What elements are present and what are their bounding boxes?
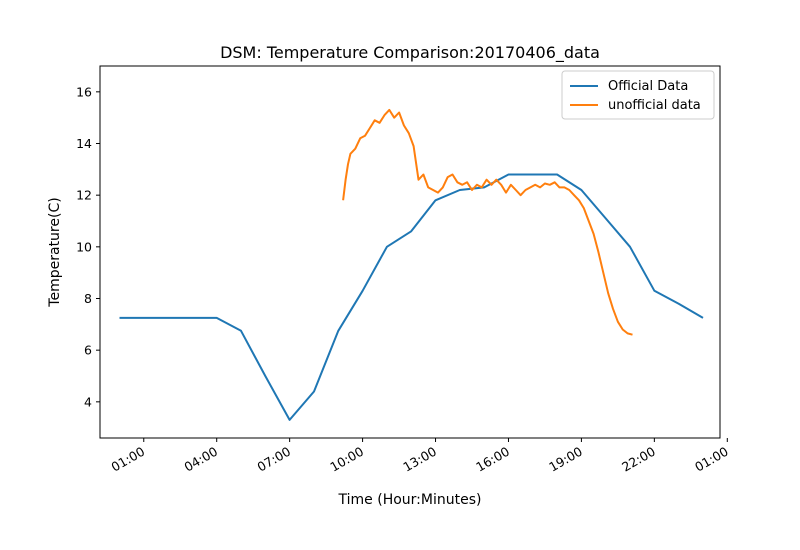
y-tick-label: 16 [76, 84, 92, 99]
chart-title: DSM: Temperature Comparison:20170406_dat… [220, 43, 600, 63]
legend-label-unofficial: unofficial data [608, 98, 701, 113]
y-tick-label: 6 [84, 343, 92, 358]
series-line-official [119, 173, 704, 421]
x-tick-label: 13:00 [400, 444, 439, 475]
x-tick-label: 07:00 [254, 444, 293, 475]
y-tick-label: 12 [76, 188, 92, 203]
plot-frame [99, 65, 721, 439]
legend-box [561, 70, 715, 120]
y-axis: 4 6 8 10 12 14 16 [76, 84, 100, 409]
x-tick-label: 10:00 [327, 444, 366, 475]
x-axis-label: Time (Hour:Minutes) [338, 492, 482, 508]
y-tick-label: 4 [84, 394, 92, 409]
x-axis: 01:00 04:00 07:00 10:00 13:00 16:00 19:00 22:00… [109, 438, 731, 475]
x-tick-label: 01:00 [692, 444, 731, 475]
y-tick-label: 10 [76, 239, 92, 254]
x-tick-label: 01:00 [109, 444, 148, 475]
y-tick-label: 14 [76, 136, 92, 151]
y-axis-label: Temperature(C) [47, 197, 63, 307]
y-tick-label: 8 [84, 291, 92, 306]
x-tick-label: 16:00 [473, 444, 512, 475]
x-tick-label: 04:00 [182, 444, 221, 475]
x-tick-label: 19:00 [546, 444, 585, 475]
legend: Official Data unofficial data [561, 70, 715, 120]
plot-lines [119, 108, 704, 421]
legend-label-official: Official Data [608, 79, 688, 94]
x-tick-label: 22:00 [619, 444, 658, 475]
series-line-unofficial [342, 108, 633, 336]
